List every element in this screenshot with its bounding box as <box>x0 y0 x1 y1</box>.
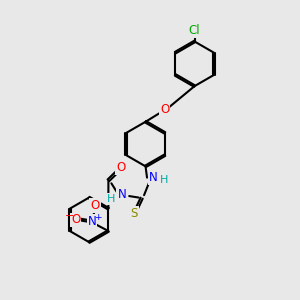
Text: −: − <box>64 211 74 220</box>
Text: +: + <box>94 212 102 221</box>
Text: O: O <box>90 199 100 212</box>
Text: O: O <box>71 214 80 226</box>
Text: H: H <box>160 175 169 185</box>
Text: O: O <box>160 103 170 116</box>
Text: Cl: Cl <box>189 24 200 37</box>
Text: N: N <box>149 171 158 184</box>
Text: O: O <box>116 161 125 174</box>
Text: H: H <box>106 194 115 204</box>
Text: N: N <box>88 215 96 228</box>
Text: S: S <box>130 206 138 220</box>
Text: N: N <box>117 188 126 201</box>
